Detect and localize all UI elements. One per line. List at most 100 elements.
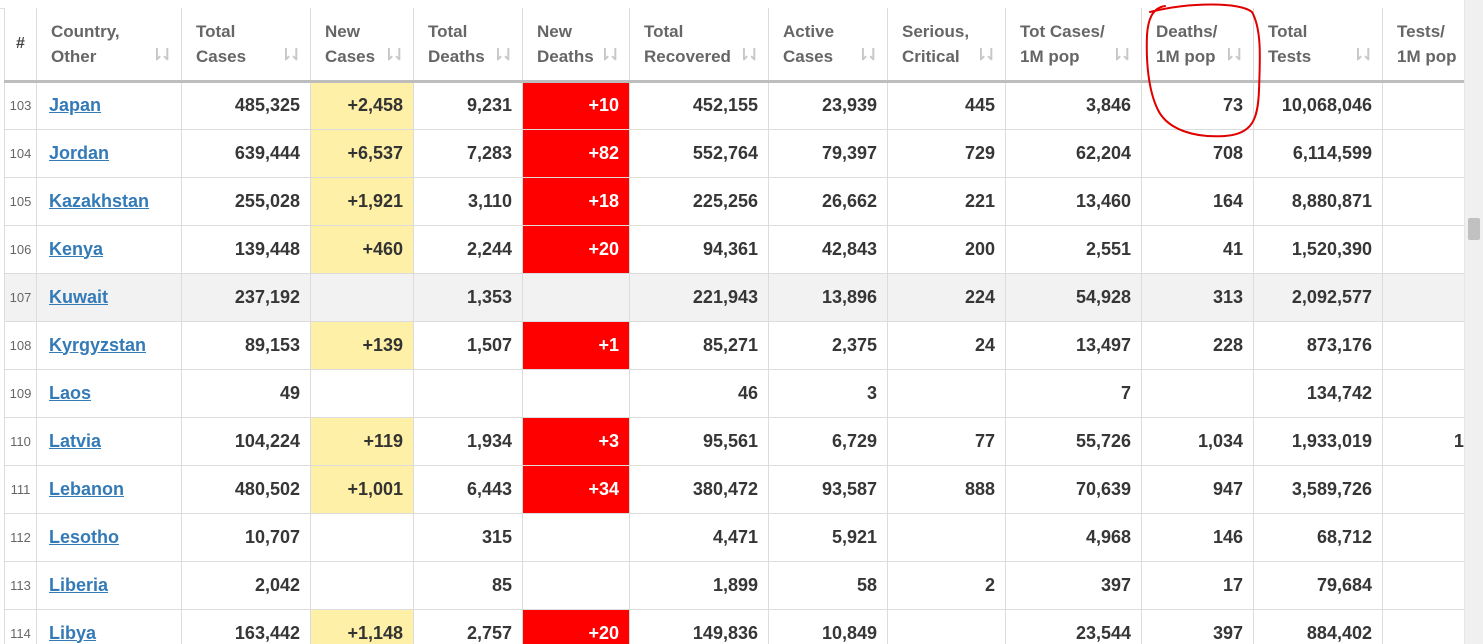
- sort-arrows-icon[interactable]: ⇂⇃: [737, 46, 761, 64]
- sort-arrows-icon[interactable]: ⇂⇃: [382, 46, 406, 64]
- cell-country: Lesotho: [36, 513, 182, 562]
- cell-total-tests: 873,176: [1253, 321, 1383, 370]
- sort-arrows-icon[interactable]: ⇂⇃: [1351, 46, 1375, 64]
- cell-tests-per-1m: 484,58: [1382, 273, 1465, 322]
- header-country[interactable]: Country, Other ⇂⇃: [36, 8, 182, 83]
- header-label-line1: New: [325, 21, 360, 41]
- cell-new-cases: +1,001: [310, 465, 414, 514]
- sort-arrows-icon[interactable]: ⇂⇃: [598, 46, 622, 64]
- cell-active-cases: 10,849: [768, 609, 888, 644]
- country-link[interactable]: Liberia: [49, 574, 109, 595]
- sort-arrows-icon[interactable]: ⇂⇃: [1222, 46, 1246, 64]
- country-link[interactable]: Kuwait: [49, 286, 109, 307]
- cell-active-cases: 93,587: [768, 465, 888, 514]
- header-serious-critical[interactable]: Serious, Critical ⇂⇃: [887, 8, 1006, 83]
- cell-country: Kazakhstan: [36, 177, 182, 226]
- header-label-line1: Tot Cases/: [1020, 21, 1105, 41]
- header-deaths-per-1m[interactable]: Deaths/1M pop ⇂⇃: [1141, 8, 1254, 83]
- header-cases-per-1m[interactable]: Tot Cases/1M pop ⇂⇃: [1005, 8, 1142, 83]
- country-link[interactable]: Kazakhstan: [49, 190, 150, 211]
- cell-deaths-per-1m: 228: [1141, 321, 1254, 370]
- sort-arrows-icon[interactable]: ⇂⇃: [1110, 46, 1134, 64]
- cell-new-deaths: [522, 273, 630, 322]
- cell-new-deaths: +3: [522, 417, 630, 466]
- sort-arrows-icon[interactable]: ⇂⇃: [491, 46, 515, 64]
- table-row: 104 Jordan 639,444 +6,537 7,283 +82 552,764 79,…: [4, 129, 1465, 178]
- cell-total-cases: 2,042: [181, 561, 311, 610]
- header-label-line1: Serious,: [902, 21, 970, 41]
- table-row: 109 Laos 49 463 7 134,74218,31: [4, 369, 1465, 418]
- cell-tests-per-1m: 594,81: [1382, 129, 1465, 178]
- country-link[interactable]: Kenya: [49, 238, 104, 259]
- sort-arrows-icon[interactable]: ⇂⇃: [150, 46, 174, 64]
- header-label-line1: Country,: [51, 21, 120, 41]
- country-link[interactable]: Laos: [49, 382, 92, 403]
- cell-serious-critical: 200: [887, 225, 1006, 274]
- sort-arrows-icon[interactable]: ⇂⇃: [974, 46, 998, 64]
- table-row: 106 Kenya 139,448 +460 2,244 +20 94,361 42,843 2…: [4, 225, 1465, 274]
- cell-tests-per-1m: 132,19: [1382, 321, 1465, 370]
- header-index[interactable]: #: [4, 8, 37, 83]
- cell-country: Lebanon: [36, 465, 182, 514]
- cell-total-cases: 480,502: [181, 465, 311, 514]
- cell-deaths-per-1m: 164: [1141, 177, 1254, 226]
- cell-total-deaths: 1,353: [413, 273, 523, 322]
- cell-cases-per-1m: 397: [1005, 561, 1142, 610]
- cell-country: Libya: [36, 609, 182, 644]
- header-label-line1: Total: [1268, 21, 1308, 41]
- cell-tests-per-1m: 15,48: [1382, 561, 1465, 610]
- vertical-scrollbar[interactable]: [1464, 0, 1483, 644]
- cell-total-recovered: 552,764: [629, 129, 769, 178]
- cell-total-recovered: 149,836: [629, 609, 769, 644]
- header-label-line1: Active: [783, 21, 835, 41]
- country-link[interactable]: Lebanon: [49, 478, 124, 499]
- header-tests-per-1m[interactable]: Tests/1M pop⇂⇃: [1382, 8, 1465, 83]
- cell-country: Liberia: [36, 561, 182, 610]
- cell-total-recovered: 380,472: [629, 465, 769, 514]
- header-new-cases[interactable]: New Cases ⇂⇃: [310, 8, 414, 83]
- table-row: 103 Japan 485,325 +2,458 9,231 +10 452,155 23,9…: [4, 81, 1465, 130]
- cell-total-deaths: 1,507: [413, 321, 523, 370]
- cell-serious-critical: 445: [887, 81, 1006, 130]
- header-label-line1: Total: [196, 21, 236, 41]
- country-link[interactable]: Latvia: [49, 430, 102, 451]
- header-label-line2: Cases: [783, 46, 834, 66]
- sort-arrows-icon[interactable]: ⇂⇃: [856, 46, 880, 64]
- cell-total-cases: 89,153: [181, 321, 311, 370]
- sort-arrows-icon[interactable]: ⇂⇃: [279, 46, 303, 64]
- header-total-deaths[interactable]: Total Deaths ⇂⇃: [413, 8, 523, 83]
- header-new-deaths[interactable]: New Deaths ⇂⇃: [522, 8, 630, 83]
- scrollbar-thumb[interactable]: [1468, 218, 1480, 240]
- country-link[interactable]: Japan: [49, 95, 102, 115]
- cell-new-cases: +139: [310, 321, 414, 370]
- header-total-cases[interactable]: Total Cases ⇂⇃: [181, 8, 311, 83]
- cell-active-cases: 79,397: [768, 129, 888, 178]
- cell-total-deaths: 85: [413, 561, 523, 610]
- table-row: 105 Kazakhstan 255,028 +1,921 3,110 +18 225,25…: [4, 177, 1465, 226]
- cell-cases-per-1m: 70,639: [1005, 465, 1142, 514]
- country-link[interactable]: Libya: [49, 622, 97, 643]
- table-row: 112 Lesotho 10,707 315 4,471 5,921 4,968 146 68,…: [4, 513, 1465, 562]
- cell-new-deaths: [522, 561, 630, 610]
- cell-total-cases: 485,325: [181, 81, 311, 130]
- cell-deaths-per-1m: 313: [1141, 273, 1254, 322]
- header-label-line2: 1M pop: [1397, 46, 1457, 66]
- header-total-recovered[interactable]: Total Recovered ⇂⇃: [629, 8, 769, 83]
- header-active-cases[interactable]: Active Cases ⇂⇃: [768, 8, 888, 83]
- cell-total-recovered: 94,361: [629, 225, 769, 274]
- cell-total-tests: 1,520,390: [1253, 225, 1383, 274]
- cell-serious-critical: [887, 369, 1006, 418]
- cell-tests-per-1m: 18,31: [1382, 369, 1465, 418]
- cell-deaths-per-1m: 397: [1141, 609, 1254, 644]
- cell-cases-per-1m: 54,928: [1005, 273, 1142, 322]
- country-link[interactable]: Jordan: [49, 142, 110, 163]
- header-total-tests[interactable]: Total Tests ⇂⇃: [1253, 8, 1383, 83]
- country-link[interactable]: Lesotho: [49, 526, 119, 547]
- cell-total-tests: 884,402: [1253, 609, 1383, 644]
- header-label-line1: Tests/: [1397, 21, 1445, 41]
- cell-country: Laos: [36, 369, 182, 418]
- country-link[interactable]: Kyrgyzstan: [49, 334, 147, 355]
- cell-total-recovered: 221,943: [629, 273, 769, 322]
- cell-total-tests: 134,742: [1253, 369, 1383, 418]
